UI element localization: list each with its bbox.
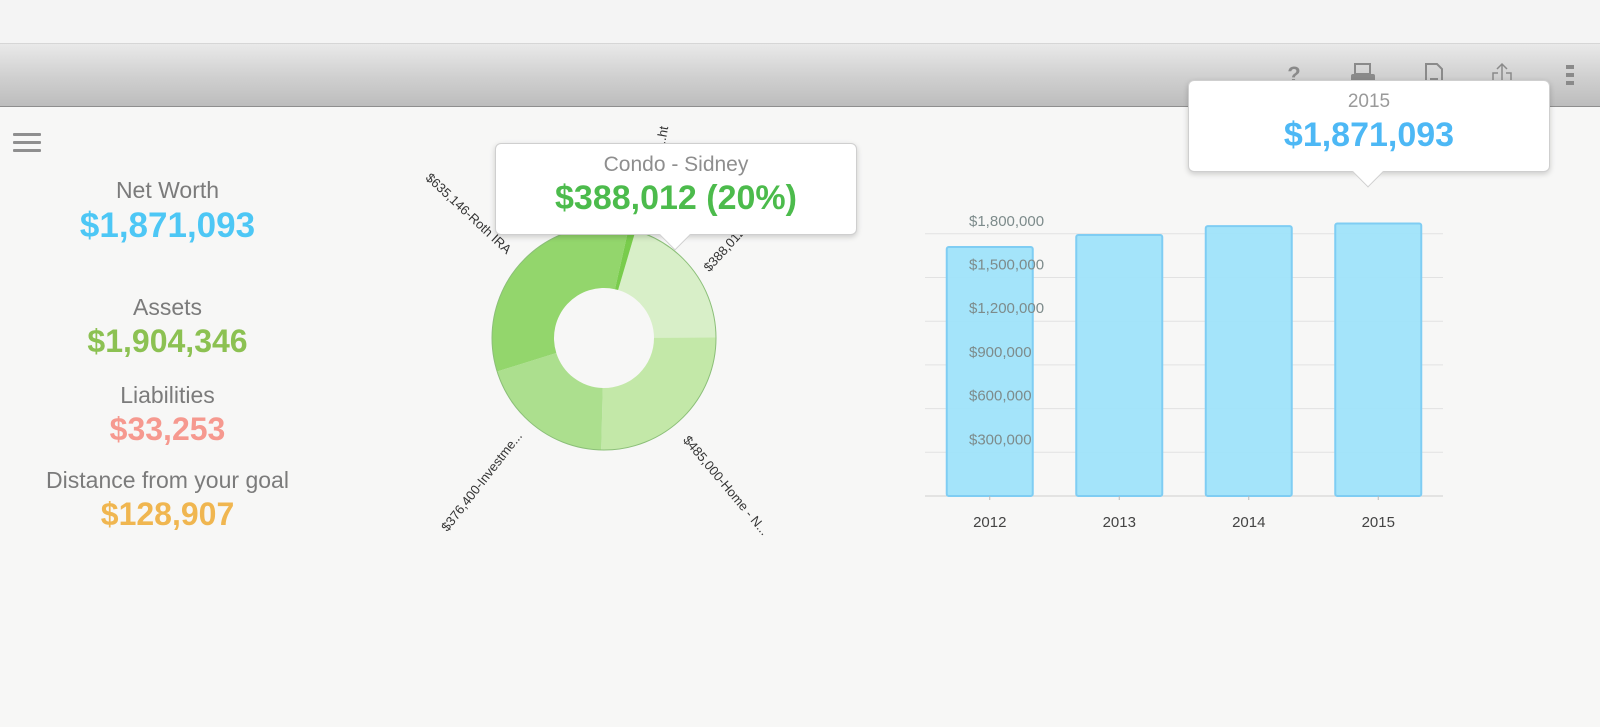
donut-tooltip: Condo - Sidney $388,012 (20%) <box>495 143 857 251</box>
net-worth-label: Net Worth <box>115 177 220 203</box>
bar-2012[interactable] <box>945 246 1034 498</box>
hamburger-menu-icon[interactable] <box>13 133 41 157</box>
y-tick-label: $1,500,000 <box>969 257 1044 274</box>
more-icon[interactable] <box>1556 62 1584 94</box>
liabilities-value: $33,253 <box>109 411 226 447</box>
y-tick-label: $900,000 <box>969 344 1032 361</box>
net-worth-value: $1,871,093 <box>79 206 256 245</box>
assets-donut-chart <box>491 225 717 451</box>
assets: Assets $1,904,346 <box>0 294 335 360</box>
donut-tooltip-title: Condo - Sidney <box>603 153 749 176</box>
y-tick-label: $300,000 <box>969 431 1032 448</box>
x-tick-label: 2012 <box>973 514 1006 531</box>
net-worth: Net Worth $1,871,093 <box>0 177 335 246</box>
donut-slice[interactable] <box>492 225 629 372</box>
toolbar: ? <box>0 44 1600 107</box>
net-worth-bar-chart: 2012 2013 2014 2015 $300,000 $600,000 $900,000… <box>925 213 1443 531</box>
x-tick-label: 2015 <box>1362 514 1395 531</box>
y-tick-label: $600,000 <box>969 388 1032 405</box>
bar-tooltip: 2015 $1,871,093 <box>1188 80 1550 188</box>
liabilities-label: Liabilities <box>120 382 215 408</box>
bar-tooltip-title: 2015 <box>1347 91 1391 112</box>
window-top <box>0 0 1600 44</box>
goal-label: Distance from your goal <box>46 467 289 493</box>
liabilities: Liabilities $33,253 <box>0 382 335 448</box>
x-tick-label: 2013 <box>1103 514 1136 531</box>
x-tick-label: 2014 <box>1232 514 1265 531</box>
y-tick-label: $1,800,000 <box>969 213 1044 230</box>
goal-distance: Distance from your goal $128,907 <box>0 467 335 533</box>
donut-slice[interactable] <box>618 230 716 338</box>
assets-label: Assets <box>132 294 203 320</box>
donut-slice[interactable] <box>601 337 716 450</box>
bar-2013[interactable] <box>1075 233 1164 497</box>
assets-value: $1,904,346 <box>87 323 248 359</box>
donut-slice[interactable] <box>614 228 636 291</box>
goal-value: $128,907 <box>100 496 235 532</box>
bar-tooltip-value: $1,871,093 <box>1283 116 1455 154</box>
bar-2015[interactable] <box>1334 222 1423 497</box>
donut-tooltip-value: $388,012 (20%) <box>555 179 797 217</box>
y-tick-label: $1,200,000 <box>969 300 1044 317</box>
donut-slice[interactable] <box>497 352 603 450</box>
bar-2014[interactable] <box>1204 225 1293 497</box>
